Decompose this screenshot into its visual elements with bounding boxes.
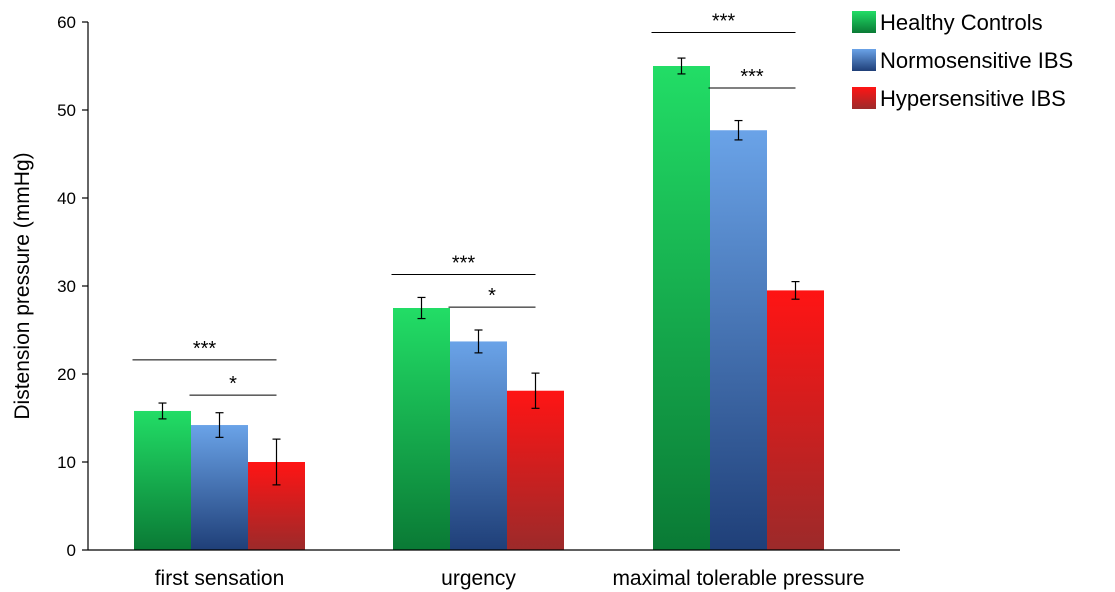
y-tick-label: 40 bbox=[57, 189, 76, 208]
error-bar bbox=[734, 119, 743, 141]
significance-bracket: * bbox=[189, 373, 277, 396]
significance-bracket: * bbox=[448, 285, 536, 308]
error-bar bbox=[474, 329, 483, 354]
legend-item: Healthy Controls bbox=[852, 10, 1043, 35]
category-labels: first sensation urgency maximal tolerable … bbox=[155, 567, 865, 590]
legend-item: Hypersensitive IBS bbox=[852, 86, 1066, 111]
x-category-label: maximal tolerable pressure bbox=[612, 567, 864, 590]
error-bar bbox=[272, 438, 281, 486]
legend-label: Normosensitive IBS bbox=[880, 48, 1073, 73]
bar bbox=[191, 425, 248, 550]
bar bbox=[507, 390, 564, 550]
bar bbox=[767, 290, 824, 550]
error-bar bbox=[417, 296, 426, 320]
error-bar bbox=[158, 402, 167, 420]
bar bbox=[134, 410, 191, 550]
significance-bracket: *** bbox=[651, 11, 796, 34]
significance-label: *** bbox=[452, 253, 476, 275]
y-ticks: 0 10 20 30 40 50 60 bbox=[57, 13, 88, 560]
significance-label: *** bbox=[712, 11, 736, 33]
y-tick-label: 50 bbox=[57, 101, 76, 120]
y-tick-label: 10 bbox=[57, 453, 76, 472]
bar bbox=[393, 308, 450, 550]
bar bbox=[450, 341, 507, 550]
significance-bracket: *** bbox=[708, 66, 796, 89]
y-axis-title: Distension pressure (mmHg) bbox=[11, 152, 34, 419]
legend: Healthy Controls Normosensitive IBS Hypers… bbox=[852, 10, 1073, 111]
error-bars-layer bbox=[158, 57, 800, 486]
bar bbox=[653, 66, 710, 550]
error-bar bbox=[677, 57, 686, 75]
x-category-label: first sensation bbox=[155, 567, 285, 590]
y-tick-label: 60 bbox=[57, 13, 76, 32]
error-bar bbox=[531, 372, 540, 409]
significance-label: *** bbox=[193, 338, 217, 360]
y-tick-label: 30 bbox=[57, 277, 76, 296]
significance-layer: ************** bbox=[132, 11, 796, 396]
significance-label: * bbox=[488, 285, 496, 307]
x-category-label: urgency bbox=[441, 567, 516, 590]
legend-label: Hypersensitive IBS bbox=[880, 86, 1066, 111]
bars-layer bbox=[134, 66, 824, 551]
y-tick-label: 20 bbox=[57, 365, 76, 384]
significance-label: *** bbox=[740, 66, 764, 88]
legend-label: Healthy Controls bbox=[880, 10, 1043, 35]
significance-bracket: *** bbox=[391, 253, 536, 276]
significance-bracket: *** bbox=[132, 338, 277, 361]
error-bar bbox=[791, 281, 800, 300]
significance-label: * bbox=[229, 373, 237, 395]
y-tick-label: 0 bbox=[67, 541, 76, 560]
legend-item: Normosensitive IBS bbox=[852, 48, 1073, 73]
bar bbox=[710, 130, 767, 551]
error-bar bbox=[215, 412, 224, 438]
legend-swatch bbox=[852, 87, 876, 109]
legend-swatch bbox=[852, 49, 876, 71]
legend-swatch bbox=[852, 11, 876, 33]
